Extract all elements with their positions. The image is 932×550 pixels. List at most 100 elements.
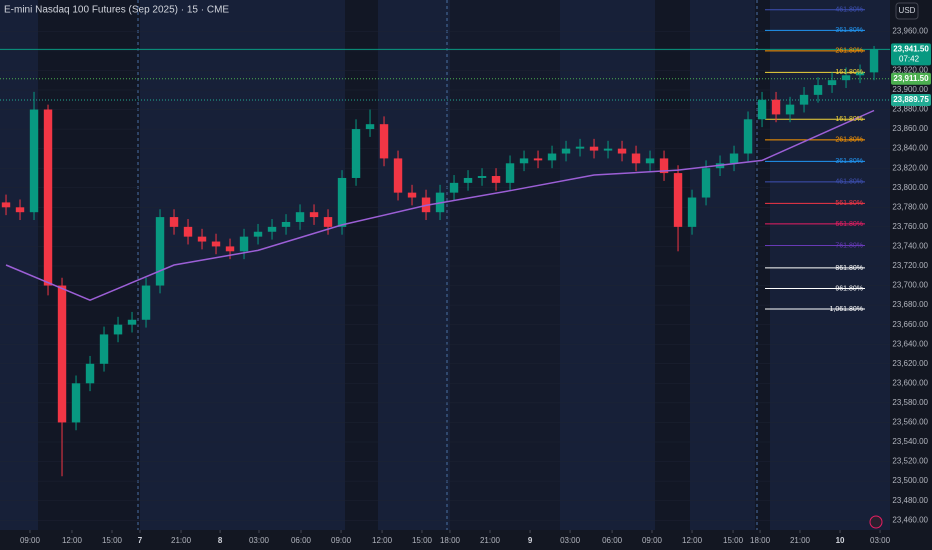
candle-body	[253, 231, 263, 237]
candle-body	[225, 246, 235, 252]
price-badge-label: 23,941.50	[893, 44, 929, 53]
currency-box[interactable]	[895, 2, 919, 20]
candle-body	[589, 146, 599, 151]
candle-body	[631, 153, 641, 164]
candle-body	[477, 176, 487, 178]
y-tick-label: 23,500.00	[892, 476, 928, 485]
y-tick-label: 23,620.00	[892, 359, 928, 368]
candle-body	[785, 104, 795, 115]
fib-label: 761.80%	[835, 242, 863, 249]
candle-body	[687, 197, 697, 227]
candle-body	[575, 146, 585, 149]
fib-label: 661.80%	[835, 221, 863, 228]
candle-body	[141, 285, 151, 320]
session-band	[450, 0, 560, 530]
x-tick-label: 09:00	[20, 536, 41, 545]
candle-body	[603, 148, 613, 151]
candle-body	[379, 124, 389, 159]
x-tick-label: 7	[138, 536, 143, 545]
y-tick-label: 23,840.00	[892, 144, 928, 153]
x-tick-label: 15:00	[102, 536, 123, 545]
candle-body	[295, 212, 305, 222]
y-tick-label: 23,880.00	[892, 105, 928, 114]
candle-body	[29, 109, 39, 213]
candle-body	[505, 163, 515, 183]
candle-body	[813, 85, 823, 95]
x-tick-label: 21:00	[480, 536, 501, 545]
fib-label: 261.80%	[835, 48, 863, 55]
candle-body	[323, 217, 333, 227]
x-tick-label: 21:00	[171, 536, 192, 545]
candle-body	[309, 212, 319, 218]
countdown: 07:42	[899, 54, 920, 63]
y-tick-label: 23,820.00	[892, 163, 928, 172]
candle-body	[869, 49, 879, 73]
x-tick-label: 21:00	[790, 536, 811, 545]
y-tick-label: 23,600.00	[892, 378, 928, 387]
x-tick-label: 12:00	[62, 536, 83, 545]
moving-average	[5, 109, 875, 302]
candle-body	[841, 75, 851, 81]
session-band	[655, 0, 690, 530]
session-band	[0, 0, 890, 530]
x-tick-label: 06:00	[291, 536, 312, 545]
candle-body	[127, 319, 137, 325]
candle-body	[771, 99, 781, 115]
candle-body	[533, 158, 543, 161]
x-tick-label: 10	[836, 536, 845, 545]
candle-body	[281, 221, 291, 227]
fib-label: 361.80%	[835, 27, 863, 34]
candle-body	[701, 168, 711, 198]
x-tick-label: 15:00	[412, 536, 433, 545]
candle-body	[449, 182, 459, 193]
y-tick-label: 23,740.00	[892, 242, 928, 251]
y-tick-label: 23,800.00	[892, 183, 928, 192]
candle-body	[743, 119, 753, 154]
y-tick-label: 23,920.00	[892, 66, 928, 75]
x-tick-label: 12:00	[372, 536, 393, 545]
candle-body	[57, 285, 67, 423]
candle-body	[407, 192, 417, 198]
candle-body	[393, 158, 403, 193]
x-tick-label: 9	[528, 536, 533, 545]
y-tick-label: 23,720.00	[892, 261, 928, 270]
session-band	[755, 0, 770, 530]
y-tick-label: 23,580.00	[892, 398, 928, 407]
candle-body	[491, 176, 501, 183]
fib-label: 461.80%	[835, 7, 863, 14]
candle-body	[99, 334, 109, 364]
candle-body	[519, 158, 529, 164]
y-tick-label: 23,900.00	[892, 85, 928, 94]
alert-icon[interactable]	[869, 515, 883, 529]
candle-body	[645, 158, 655, 164]
candle-body	[547, 153, 557, 161]
currency: USD	[899, 6, 916, 15]
x-tick-label: 18:00	[750, 536, 771, 545]
fib-label: 561.80%	[835, 200, 863, 207]
candle-body	[673, 173, 683, 227]
fib-label: 161.80%	[835, 69, 863, 76]
y-tick-label: 23,680.00	[892, 300, 928, 309]
candle-body	[43, 109, 53, 286]
y-tick-label: 23,480.00	[892, 496, 928, 505]
x-tick-label: 06:00	[602, 536, 623, 545]
candle-body	[561, 148, 571, 154]
candle-body	[659, 158, 669, 174]
candle-body	[757, 99, 767, 120]
x-tick-label: 09:00	[642, 536, 663, 545]
y-tick-label: 23,560.00	[892, 418, 928, 427]
candle-body	[617, 148, 627, 154]
candle-body	[1, 202, 11, 208]
session-band	[38, 0, 140, 530]
price-badge	[891, 72, 931, 85]
time-axis-bg	[0, 530, 932, 550]
price-axis-bg	[890, 0, 932, 550]
candle-body	[169, 217, 179, 227]
price-badge	[891, 43, 931, 66]
x-tick-label: 18:00	[440, 536, 461, 545]
fib-label: 361.80%	[835, 158, 863, 165]
x-tick-label: 03:00	[249, 536, 270, 545]
candle-body	[267, 226, 277, 232]
candle-body	[337, 177, 347, 227]
